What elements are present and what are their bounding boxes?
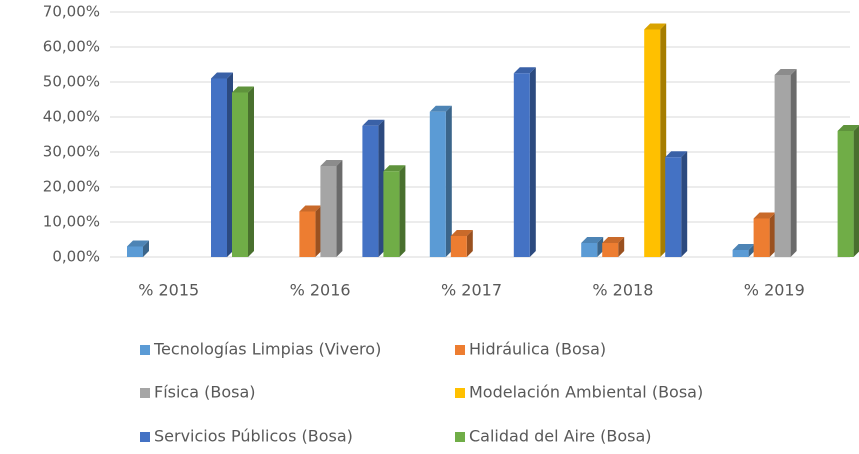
bar-side (769, 212, 776, 257)
bar-top (602, 237, 625, 243)
bar-top (450, 230, 473, 236)
bar (232, 92, 248, 257)
legend-swatch (455, 345, 465, 355)
bar (320, 166, 337, 257)
bar-top (383, 165, 406, 172)
bar-top (837, 125, 859, 131)
bar-side (399, 165, 406, 257)
legend-swatch (455, 432, 465, 442)
x-tick-label: % 2016 (290, 281, 351, 300)
y-tick-label: 10,00% (43, 213, 100, 231)
y-tick-label: 70,00% (43, 3, 100, 21)
bar-side (748, 244, 755, 257)
y-tick-label: 30,00% (43, 143, 100, 161)
bar-top (665, 151, 688, 158)
legend-swatch (455, 388, 465, 398)
bar (644, 29, 661, 257)
bar-side (336, 160, 343, 257)
legend-label: Hidráulica (Bosa) (469, 340, 606, 359)
legend-label: Calidad del Aire (Bosa) (469, 427, 652, 446)
bar-top (732, 244, 755, 250)
y-tick-label: 20,00% (43, 178, 100, 196)
bar-top (429, 105, 452, 112)
bar (665, 157, 682, 257)
bar-side (143, 240, 149, 257)
bar (837, 131, 854, 257)
bar-side (315, 205, 322, 257)
y-tick-label: 60,00% (43, 38, 100, 56)
bar-top (774, 69, 797, 75)
x-tick-label: % 2019 (744, 281, 805, 300)
bar-side (248, 86, 254, 257)
bar-top (644, 23, 667, 30)
legend-label: Servicios Públicos (Bosa) (154, 427, 353, 446)
bar-top (211, 72, 233, 79)
bar (450, 236, 467, 257)
bar-side (466, 230, 473, 257)
bar-top (513, 67, 536, 74)
bar-top (581, 237, 604, 243)
bar-side (227, 72, 233, 257)
bar (383, 171, 400, 257)
bar-side (853, 125, 859, 257)
bar-top (320, 160, 343, 166)
bar-side (597, 237, 604, 257)
bar (581, 243, 598, 257)
bar (732, 250, 749, 257)
legend-label: Modelación Ambiental (Bosa) (469, 383, 703, 402)
bar (127, 246, 143, 257)
legend-swatch (140, 432, 150, 442)
bar (299, 211, 316, 257)
bar-top (127, 240, 149, 247)
bar (513, 73, 530, 257)
bar-side (660, 23, 667, 257)
bar (362, 125, 379, 257)
bar (429, 111, 446, 257)
x-tick-label: % 2015 (138, 281, 199, 300)
bar-side (378, 119, 385, 257)
bar-side (445, 105, 452, 257)
legend-swatch (140, 345, 150, 355)
bar-top (232, 86, 254, 93)
bar-top (299, 205, 322, 212)
bar-side (529, 67, 536, 257)
bar (753, 218, 770, 257)
legend-swatch (140, 388, 150, 398)
y-tick-label: 50,00% (43, 73, 100, 91)
y-tick-label: 40,00% (43, 108, 100, 126)
bar-side (618, 237, 625, 257)
bar-top (753, 212, 776, 219)
bar-side (790, 69, 797, 257)
x-tick-label: % 2018 (592, 281, 653, 300)
bar-side (681, 151, 688, 257)
bar (774, 75, 791, 257)
y-tick-label: 0,00% (52, 248, 100, 266)
bar (602, 243, 619, 257)
bar-top (362, 119, 385, 126)
legend-label: Física (Bosa) (154, 383, 256, 402)
legend-label: Tecnologías Limpias (Vivero) (153, 340, 381, 359)
x-tick-label: % 2017 (441, 281, 502, 300)
bar (211, 78, 227, 257)
